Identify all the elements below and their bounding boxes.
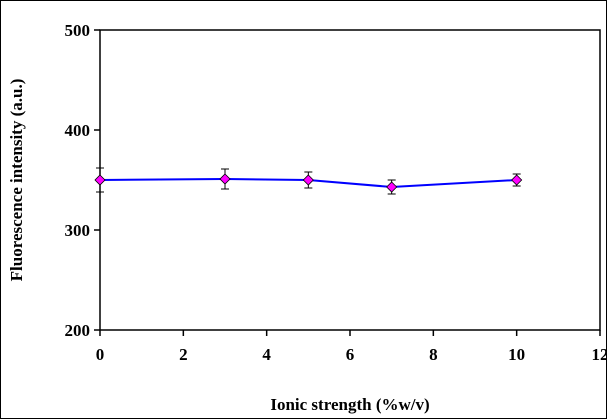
y-tick-label: 300 (65, 221, 91, 240)
data-point (386, 181, 398, 193)
x-tick-label: 2 (179, 345, 188, 364)
y-axis-title: Fluorescence intensity (a.u.) (7, 79, 26, 282)
y-axis-ticks: 200 300 400 500 (65, 21, 100, 340)
x-tick-label: 10 (508, 345, 525, 364)
data-point (219, 173, 231, 185)
data-point (94, 174, 106, 186)
x-tick-label: 12 (592, 345, 607, 364)
y-tick-label: 400 (65, 121, 91, 140)
y-tick-label: 500 (65, 21, 91, 40)
data-point (302, 174, 314, 186)
x-tick-label: 8 (429, 345, 438, 364)
x-tick-label: 4 (262, 345, 271, 364)
x-axis-title: Ionic strength (%w/v) (270, 395, 429, 414)
y-tick-label: 200 (65, 321, 91, 340)
x-tick-label: 0 (96, 345, 105, 364)
data-point (511, 174, 523, 186)
x-tick-label: 6 (346, 345, 355, 364)
data-series (94, 167, 523, 195)
x-axis-ticks: 0 2 4 6 8 10 12 (96, 330, 607, 364)
